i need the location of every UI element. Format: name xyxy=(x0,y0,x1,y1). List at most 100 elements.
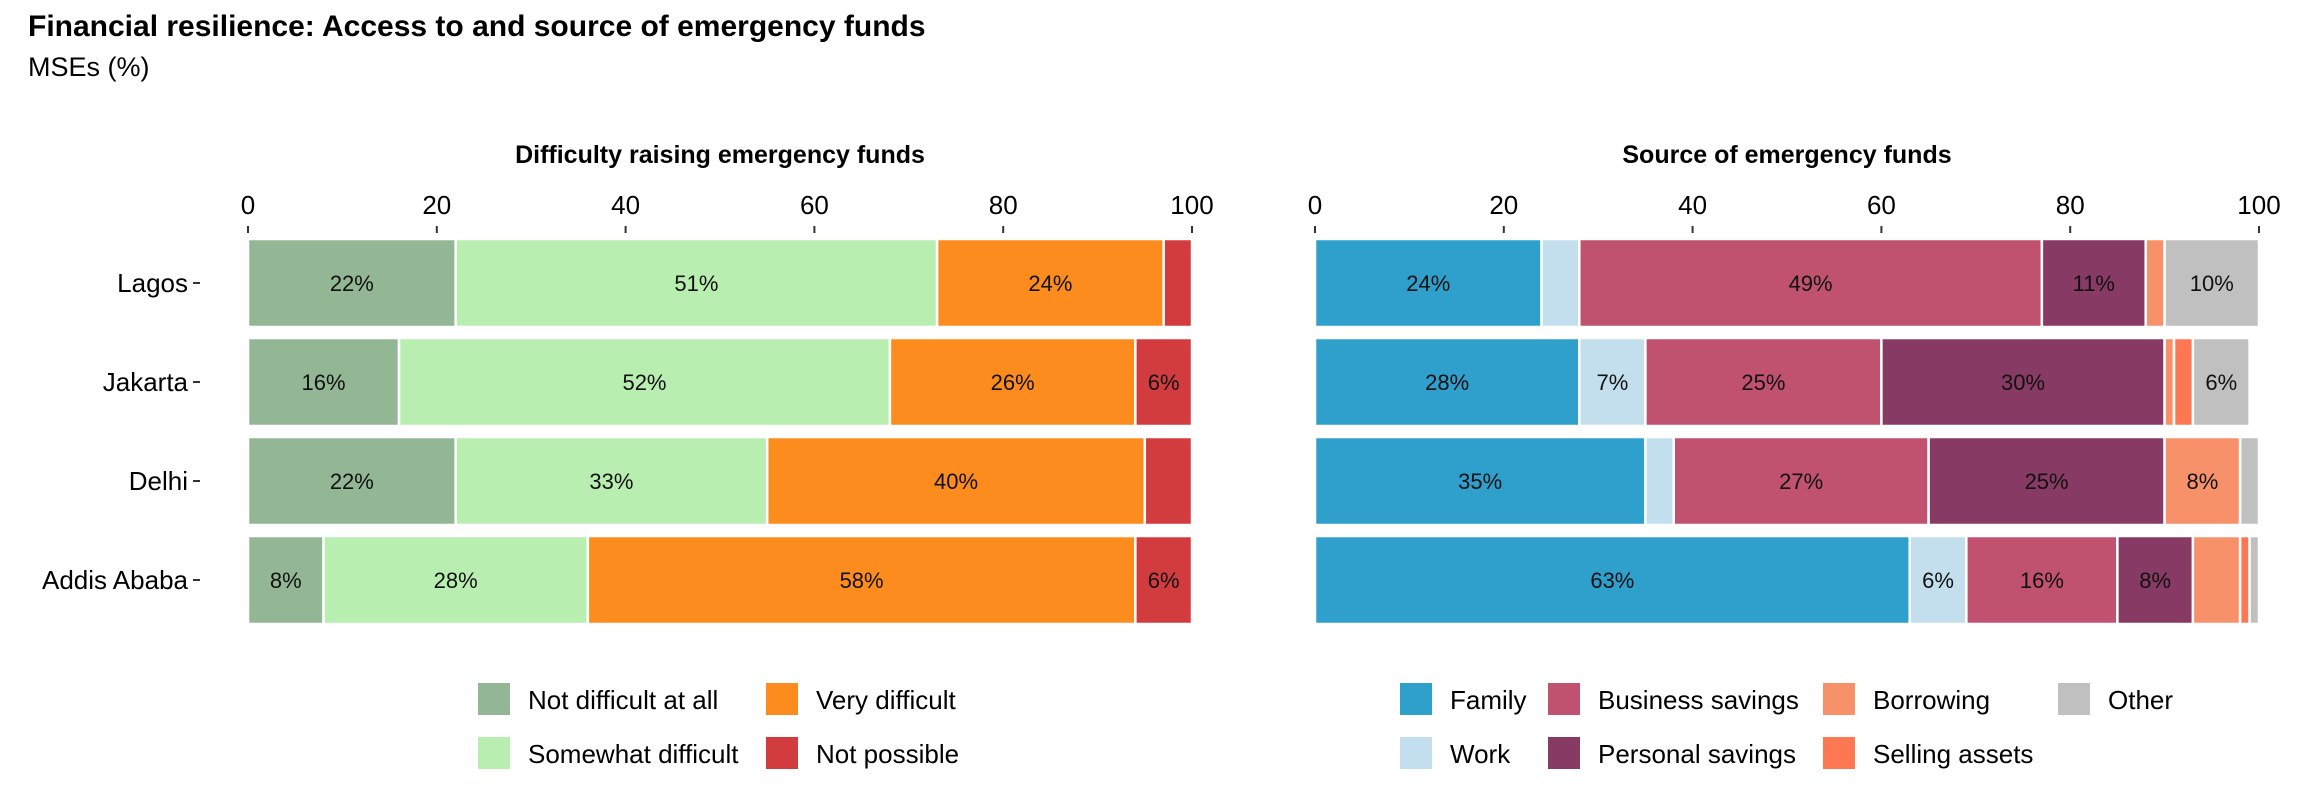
panel-2-bar-delhi-borrowing xyxy=(2163,435,2242,527)
page-title: Financial resilience: Access to and sour… xyxy=(28,10,926,43)
panel-2-data-label: 6% xyxy=(2205,370,2237,395)
panel-2-x-tick-label: 100 xyxy=(2237,190,2280,220)
panel-1-bar-lagos-not-possible xyxy=(1162,237,1194,329)
panel-2-data-label: 30% xyxy=(2001,370,2045,395)
panel-2-data-label: 28% xyxy=(1425,370,1469,395)
panel-1-data-label: 6% xyxy=(1148,568,1180,593)
panel-2-bar-delhi-business-savings xyxy=(1672,435,1930,527)
panel-1-bar-delhi-somewhat-difficult xyxy=(454,435,769,527)
panel-1-data-label: 28% xyxy=(434,568,478,593)
panel-2-bar-addis-ababa-borrowing xyxy=(2191,534,2242,626)
page-subtitle: MSEs (%) xyxy=(28,52,150,82)
panel-2-bar-jakarta-family xyxy=(1313,336,1581,428)
panel-1-legend-label-not-difficult-at-all: Not difficult at all xyxy=(528,685,718,715)
panel-2-bar-delhi-other xyxy=(2238,435,2261,527)
panel-1-legend-label-very-difficult: Very difficult xyxy=(816,685,956,715)
panel-1-bar-addis-ababa-not-difficult-at-all xyxy=(246,534,325,626)
panel-1-bar-delhi-not-difficult-at-all xyxy=(246,435,457,527)
panel-1-bar-delhi-not-possible xyxy=(1143,435,1194,527)
panel-2-legend-swatch-personal-savings xyxy=(1548,737,1580,769)
panel-2-data-label: 7% xyxy=(1596,370,1628,395)
panel-1-data-label: 16% xyxy=(301,370,345,395)
category-label-jakarta: Jakarta xyxy=(103,367,189,397)
panel-2-legend-label-selling-assets: Selling assets xyxy=(1873,739,2033,769)
panel-2-data-label: 27% xyxy=(1779,469,1823,494)
panel-1-legend-swatch-somewhat-difficult xyxy=(478,737,510,769)
panel-1-bar-lagos-somewhat-difficult xyxy=(454,237,939,329)
panel-2-bar-addis-ababa-selling-assets xyxy=(2238,534,2251,626)
panel-1-data-label: 58% xyxy=(840,568,884,593)
panel-2-bar-addis-ababa-business-savings xyxy=(1965,534,2119,626)
panel-2-legend-label-other: Other xyxy=(2108,685,2173,715)
panel-2-bar-addis-ababa-other xyxy=(2248,534,2261,626)
panel-1-data-label: 8% xyxy=(270,568,302,593)
panel-2-data-label: 10% xyxy=(2190,271,2234,296)
panel-1-bar-addis-ababa-very-difficult xyxy=(586,534,1137,626)
panel-2-data-label: 11% xyxy=(2073,271,2115,296)
panel-1-legend-label-somewhat-difficult: Somewhat difficult xyxy=(528,739,739,769)
panel-2-legend-swatch-work xyxy=(1400,737,1432,769)
panel-2-bar-jakarta-borrowing xyxy=(2163,336,2176,428)
panel-1-data-label: 52% xyxy=(622,370,666,395)
panel-1-x-tick-label: 80 xyxy=(989,190,1018,220)
panel-1-x-tick-label: 20 xyxy=(422,190,451,220)
panel-1-x-tick-label: 100 xyxy=(1170,190,1213,220)
panel-1-x-tick-label: 0 xyxy=(241,190,255,220)
panel-2-data-label: 16% xyxy=(2020,568,2064,593)
panel-2-data-label: 63% xyxy=(1590,568,1634,593)
panel-1-bar-jakarta-not-possible xyxy=(1134,336,1194,428)
panel-1-bar-lagos-very-difficult xyxy=(935,237,1165,329)
panel-2-legend-label-personal-savings: Personal savings xyxy=(1598,739,1796,769)
panel-2-bar-jakarta-other xyxy=(2191,336,2251,428)
panel-1-bar-addis-ababa-somewhat-difficult xyxy=(322,534,590,626)
panel-2-title: Source of emergency funds xyxy=(1622,141,1951,169)
panel-1-legend-swatch-very-difficult xyxy=(766,683,798,715)
panel-2-legend-swatch-selling-assets xyxy=(1823,737,1855,769)
panel-2-bar-lagos-work xyxy=(1540,237,1581,329)
panel-1-bar-addis-ababa-not-possible xyxy=(1134,534,1194,626)
panel-2-bar-delhi-work xyxy=(1644,435,1675,527)
panel-2-x-tick-label: 80 xyxy=(2056,190,2085,220)
panel-2-bar-jakarta-selling-assets xyxy=(2172,336,2195,428)
panel-2-x-tick-label: 20 xyxy=(1489,190,1518,220)
panel-2-legend-swatch-family xyxy=(1400,683,1432,715)
panel-2-legend-label-family: Family xyxy=(1450,685,1527,715)
panel-1-legend-swatch-not-difficult-at-all xyxy=(478,683,510,715)
panel-2-data-label: 25% xyxy=(1741,370,1785,395)
panel-1-data-label: 51% xyxy=(674,271,718,296)
panel-1-title: Difficulty raising emergency funds xyxy=(515,141,925,169)
panel-2-legend-label-work: Work xyxy=(1450,739,1511,769)
panel-1-x-tick-label: 60 xyxy=(800,190,829,220)
panel-2-legend-label-borrowing: Borrowing xyxy=(1873,685,1990,715)
panel-2-data-label: 6% xyxy=(1922,568,1954,593)
panel-1-data-label: 26% xyxy=(991,370,1035,395)
panel-2-legend-swatch-business-savings xyxy=(1548,683,1580,715)
panel-2-data-label: 35% xyxy=(1458,469,1502,494)
panel-1-data-label: 24% xyxy=(1028,271,1072,296)
panel-2-bar-jakarta-work xyxy=(1578,336,1647,428)
panel-1-bar-delhi-very-difficult xyxy=(765,435,1147,527)
category-label-lagos: Lagos xyxy=(117,268,188,298)
panel-1-bar-jakarta-somewhat-difficult xyxy=(397,336,892,428)
panel-2-legend-label-business-savings: Business savings xyxy=(1598,685,1799,715)
panel-2-bar-lagos-family xyxy=(1313,237,1543,329)
panel-2-x-tick-label: 40 xyxy=(1678,190,1707,220)
panel-2-x-tick-label: 60 xyxy=(1867,190,1896,220)
panel-2-data-label: 25% xyxy=(2025,469,2069,494)
panel-2-bar-addis-ababa-personal-savings xyxy=(2116,534,2195,626)
panel-2-legend-swatch-borrowing xyxy=(1823,683,1855,715)
panel-2-bar-lagos-borrowing xyxy=(2144,237,2166,329)
panel-1-data-label: 33% xyxy=(589,469,633,494)
panel-2-bar-delhi-family xyxy=(1313,435,1647,527)
panel-2-bar-lagos-business-savings xyxy=(1578,237,2044,329)
panel-1-data-label: 40% xyxy=(934,469,978,494)
category-label-delhi: Delhi xyxy=(129,466,188,496)
panel-2-bar-lagos-other xyxy=(2163,237,2261,329)
panel-2-data-label: 8% xyxy=(2139,568,2171,593)
panel-2-bar-jakarta-personal-savings xyxy=(1880,336,2166,428)
panel-1-bar-lagos-not-difficult-at-all xyxy=(246,237,457,329)
panel-2-data-label: 24% xyxy=(1406,271,1450,296)
panel-2-bar-addis-ababa-work xyxy=(1908,534,1968,626)
panel-2-bar-addis-ababa-family xyxy=(1313,534,1911,626)
